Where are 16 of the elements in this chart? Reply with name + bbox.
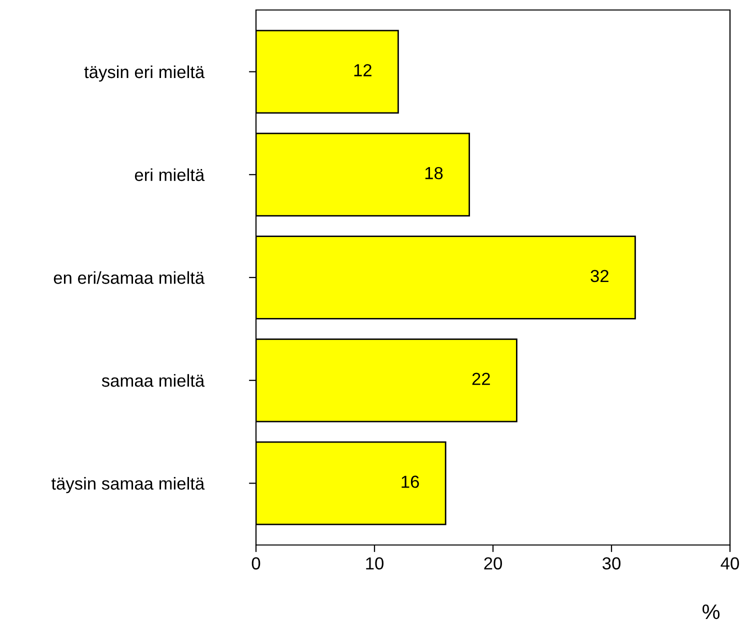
x-axis-title: % [702, 604, 720, 620]
data-label: 22 [472, 372, 490, 385]
x-tick-label: 10 [366, 557, 384, 570]
y-tick-label: täysin eri mieltä [84, 65, 205, 82]
y-tick-label: en eri/samaa mieltä [54, 271, 205, 284]
data-label: 18 [425, 166, 443, 180]
data-label: 16 [402, 476, 419, 488]
data-label: 32 [590, 270, 608, 282]
data-label: 12 [354, 64, 372, 76]
y-tick-label: eri mieltä [134, 168, 205, 182]
x-tick-label: 30 [602, 557, 620, 570]
x-tick-label: 40 [720, 557, 739, 570]
y-tick-label: samaa mieltä [102, 374, 205, 387]
x-tick-label: 20 [484, 557, 502, 570]
x-tick-label: 0 [252, 557, 260, 570]
y-tick-label: täysin samaa mieltä [51, 476, 205, 494]
